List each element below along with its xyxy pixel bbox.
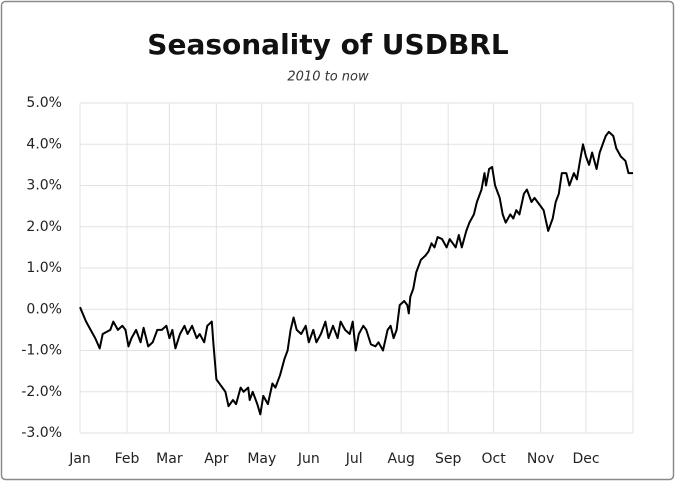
chart-subtitle: 2010 to now bbox=[287, 70, 369, 85]
x-tick-label: Sep bbox=[435, 451, 462, 467]
x-tick-label: Oct bbox=[482, 451, 507, 467]
y-tick-label: 2.0% bbox=[26, 219, 62, 235]
y-tick-label: -2.0% bbox=[21, 384, 62, 400]
y-tick-label: 0.0% bbox=[26, 301, 62, 317]
y-tick-label: -1.0% bbox=[21, 343, 62, 359]
x-tick-label: May bbox=[247, 451, 276, 467]
x-tick-label: Dec bbox=[572, 451, 599, 467]
x-tick-label: Feb bbox=[115, 451, 140, 467]
chart-title: Seasonality of USDBRL bbox=[147, 28, 509, 61]
x-tick-label: Apr bbox=[204, 451, 228, 467]
y-tick-label: 5.0% bbox=[26, 95, 62, 111]
x-tick-label: Mar bbox=[156, 451, 183, 467]
x-tick-label: Jan bbox=[68, 451, 91, 467]
x-tick-label: Jun bbox=[297, 451, 320, 467]
line bbox=[79, 130, 633, 416]
y-tick-label: 3.0% bbox=[26, 178, 62, 194]
x-tick-label: Jul bbox=[345, 451, 363, 467]
x-tick-label: Aug bbox=[388, 451, 415, 467]
y-tick-label: -3.0% bbox=[21, 425, 62, 441]
y-tick-label: 1.0% bbox=[26, 260, 62, 276]
x-tick-label: Nov bbox=[527, 451, 554, 467]
y-tick-label: 4.0% bbox=[26, 136, 62, 152]
